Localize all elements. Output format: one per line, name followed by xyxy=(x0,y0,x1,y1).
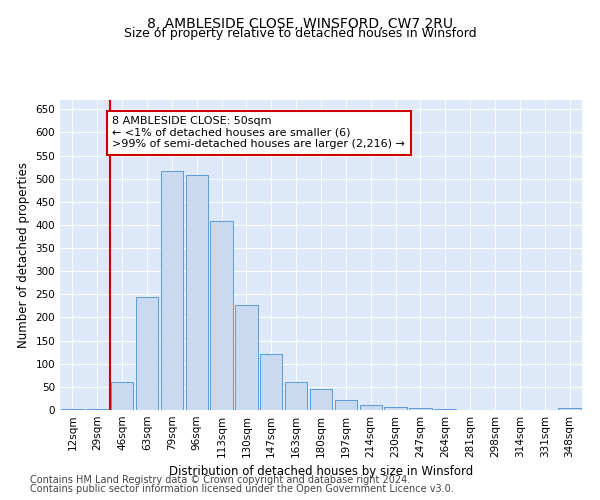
Y-axis label: Number of detached properties: Number of detached properties xyxy=(17,162,30,348)
Bar xyxy=(359,406,382,410)
Bar xyxy=(61,409,83,410)
Text: Contains public sector information licensed under the Open Government Licence v3: Contains public sector information licen… xyxy=(30,484,454,494)
Bar xyxy=(434,408,457,410)
Bar xyxy=(211,221,233,410)
Bar xyxy=(335,400,357,410)
Text: Contains HM Land Registry data © Crown copyright and database right 2024.: Contains HM Land Registry data © Crown c… xyxy=(30,475,410,485)
Bar xyxy=(385,407,407,410)
Text: 8, AMBLESIDE CLOSE, WINSFORD, CW7 2RU: 8, AMBLESIDE CLOSE, WINSFORD, CW7 2RU xyxy=(147,18,453,32)
Bar xyxy=(136,296,158,410)
Bar xyxy=(235,304,257,410)
Bar xyxy=(111,382,133,410)
Bar xyxy=(559,408,581,410)
Bar xyxy=(260,354,283,410)
Text: Size of property relative to detached houses in Winsford: Size of property relative to detached ho… xyxy=(124,28,476,40)
Bar xyxy=(409,408,431,410)
Bar xyxy=(185,175,208,410)
X-axis label: Distribution of detached houses by size in Winsford: Distribution of detached houses by size … xyxy=(169,466,473,478)
Bar xyxy=(285,382,307,410)
Bar xyxy=(310,388,332,410)
Text: 8 AMBLESIDE CLOSE: 50sqm
← <1% of detached houses are smaller (6)
>99% of semi-d: 8 AMBLESIDE CLOSE: 50sqm ← <1% of detach… xyxy=(112,116,405,150)
Bar xyxy=(161,171,183,410)
Bar xyxy=(86,409,109,410)
